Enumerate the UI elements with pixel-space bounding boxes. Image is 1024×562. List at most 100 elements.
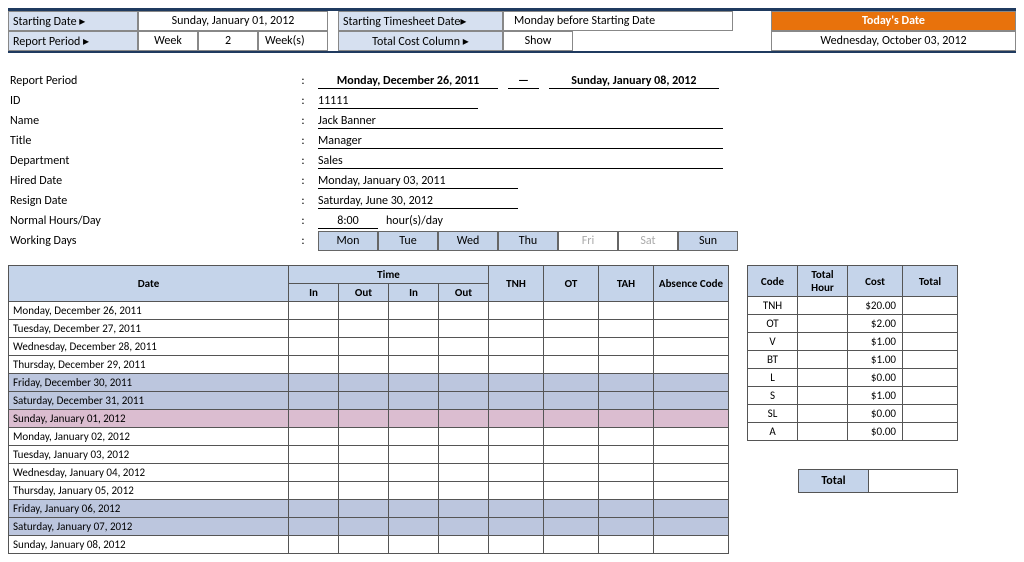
timesheet-cell[interactable]: [439, 536, 489, 554]
timesheet-cell[interactable]: [544, 392, 599, 410]
timesheet-cell[interactable]: [654, 374, 729, 392]
timesheet-cell[interactable]: [654, 338, 729, 356]
day-chip-wed[interactable]: Wed: [438, 231, 498, 251]
codes-cell-cost[interactable]: $0.00: [848, 423, 903, 441]
timesheet-cell[interactable]: [339, 410, 389, 428]
day-chip-tue[interactable]: Tue: [378, 231, 438, 251]
timesheet-cell[interactable]: [654, 410, 729, 428]
codes-cell-total[interactable]: [903, 333, 958, 351]
timesheet-cell[interactable]: [339, 338, 389, 356]
timesheet-cell[interactable]: [289, 302, 339, 320]
timesheet-cell[interactable]: [489, 500, 544, 518]
timesheet-cell[interactable]: [599, 536, 654, 554]
info-department-value[interactable]: Sales: [318, 154, 723, 169]
timesheet-cell[interactable]: [599, 356, 654, 374]
timesheet-cell[interactable]: [389, 320, 439, 338]
timesheet-cell[interactable]: [439, 356, 489, 374]
timesheet-cell[interactable]: [389, 374, 439, 392]
timesheet-cell[interactable]: [439, 320, 489, 338]
timesheet-cell[interactable]: [599, 410, 654, 428]
timesheet-cell[interactable]: [489, 392, 544, 410]
timesheet-cell[interactable]: [489, 464, 544, 482]
timesheet-cell[interactable]: [599, 464, 654, 482]
timesheet-cell[interactable]: [339, 302, 389, 320]
timesheet-cell[interactable]: [339, 392, 389, 410]
timesheet-cell[interactable]: [289, 500, 339, 518]
week-value[interactable]: 2: [198, 31, 258, 51]
info-title-value[interactable]: Manager: [318, 134, 723, 149]
timesheet-cell[interactable]: [599, 302, 654, 320]
timesheet-cell[interactable]: [599, 374, 654, 392]
timesheet-cell[interactable]: [654, 302, 729, 320]
timesheet-cell[interactable]: [289, 518, 339, 536]
timesheet-cell[interactable]: [339, 500, 389, 518]
timesheet-cell[interactable]: [439, 302, 489, 320]
timesheet-cell[interactable]: [654, 500, 729, 518]
info-id-value[interactable]: 11111: [318, 94, 478, 109]
timesheet-cell[interactable]: [389, 500, 439, 518]
timesheet-cell[interactable]: [544, 320, 599, 338]
timesheet-cell[interactable]: [599, 518, 654, 536]
timesheet-cell[interactable]: [654, 446, 729, 464]
timesheet-cell[interactable]: [489, 428, 544, 446]
timesheet-cell[interactable]: [389, 464, 439, 482]
codes-cell-total[interactable]: [903, 387, 958, 405]
codes-cell-hour[interactable]: [798, 423, 848, 441]
codes-cell-hour[interactable]: [798, 351, 848, 369]
info-resign-value[interactable]: Saturday, June 30, 2012: [318, 194, 518, 209]
timesheet-cell[interactable]: [389, 302, 439, 320]
codes-cell-total[interactable]: [903, 315, 958, 333]
codes-cell-cost[interactable]: $0.00: [848, 405, 903, 423]
day-chip-sat[interactable]: Sat: [618, 231, 678, 251]
codes-cell-hour[interactable]: [798, 333, 848, 351]
timesheet-cell[interactable]: [389, 410, 439, 428]
day-chip-thu[interactable]: Thu: [498, 231, 558, 251]
timesheet-cell[interactable]: [439, 482, 489, 500]
timesheet-cell[interactable]: [489, 482, 544, 500]
timesheet-cell[interactable]: [654, 518, 729, 536]
timesheet-cell[interactable]: [544, 500, 599, 518]
timesheet-cell[interactable]: [389, 392, 439, 410]
timesheet-cell[interactable]: [439, 428, 489, 446]
timesheet-cell[interactable]: [289, 374, 339, 392]
timesheet-cell[interactable]: [654, 392, 729, 410]
day-chip-fri[interactable]: Fri: [558, 231, 618, 251]
info-hired-value[interactable]: Monday, January 03, 2011: [318, 174, 518, 189]
timesheet-cell[interactable]: [289, 428, 339, 446]
timesheet-cell[interactable]: [489, 356, 544, 374]
timesheet-cell[interactable]: [439, 446, 489, 464]
timesheet-cell[interactable]: [599, 338, 654, 356]
timesheet-cell[interactable]: [599, 482, 654, 500]
timesheet-cell[interactable]: [489, 446, 544, 464]
timesheet-cell[interactable]: [544, 356, 599, 374]
timesheet-cell[interactable]: [339, 374, 389, 392]
timesheet-cell[interactable]: [389, 518, 439, 536]
timesheet-cell[interactable]: [339, 428, 389, 446]
timesheet-cell[interactable]: [439, 410, 489, 428]
timesheet-cell[interactable]: [289, 464, 339, 482]
timesheet-cell[interactable]: [339, 536, 389, 554]
timesheet-cell[interactable]: [654, 464, 729, 482]
day-chip-mon[interactable]: Mon: [318, 231, 378, 251]
timesheet-cell[interactable]: [289, 320, 339, 338]
timesheet-cell[interactable]: [339, 320, 389, 338]
timesheet-cell[interactable]: [489, 374, 544, 392]
codes-cell-cost[interactable]: $20.00: [848, 297, 903, 315]
timesheet-cell[interactable]: [389, 482, 439, 500]
codes-cell-total[interactable]: [903, 369, 958, 387]
timesheet-cell[interactable]: [599, 428, 654, 446]
timesheet-cell[interactable]: [544, 518, 599, 536]
timesheet-cell[interactable]: [389, 536, 439, 554]
timesheet-cell[interactable]: [599, 392, 654, 410]
timesheet-cell[interactable]: [544, 338, 599, 356]
codes-cell-hour[interactable]: [798, 405, 848, 423]
codes-cell-hour[interactable]: [798, 387, 848, 405]
timesheet-cell[interactable]: [289, 392, 339, 410]
timesheet-cell[interactable]: [289, 410, 339, 428]
info-name-value[interactable]: Jack Banner: [318, 114, 723, 129]
timesheet-cell[interactable]: [599, 446, 654, 464]
timesheet-cell[interactable]: [439, 518, 489, 536]
timesheet-cell[interactable]: [654, 320, 729, 338]
codes-cell-hour[interactable]: [798, 369, 848, 387]
info-hours-value[interactable]: 8:00: [318, 214, 378, 229]
